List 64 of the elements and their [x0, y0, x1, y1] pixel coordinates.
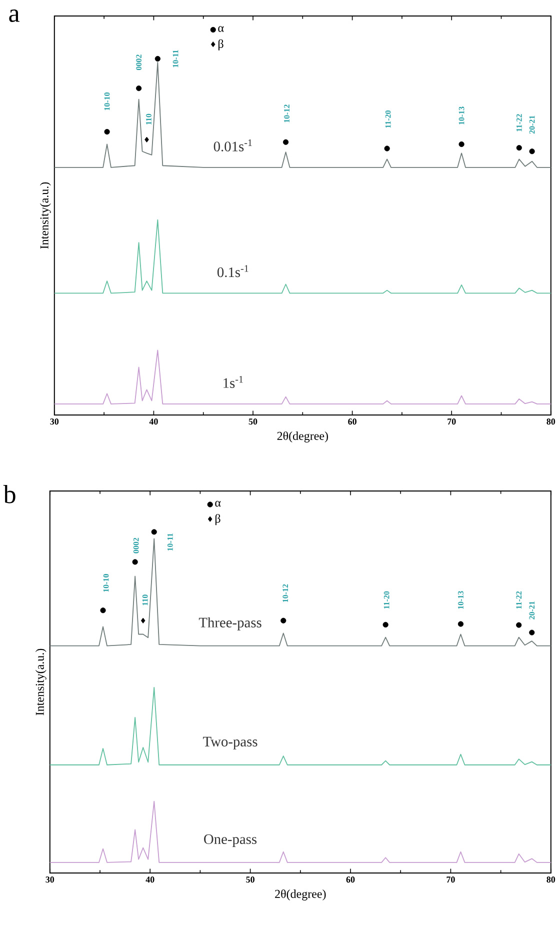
annotation: 20-21	[529, 116, 535, 134]
point	[280, 618, 286, 624]
series-label: 0.1s$^{-1}$	[218, 265, 248, 278]
chart-title: a	[9, 10, 20, 22]
x-axis-title: 2θ(degree)	[275, 889, 326, 900]
point	[132, 559, 138, 565]
x-tick-label: 50	[248, 418, 258, 425]
annotation: 10-12	[282, 584, 288, 602]
x-tick-label: 80	[546, 418, 556, 425]
x-tick-label: 80	[546, 876, 556, 883]
annotation: 11-20	[384, 591, 390, 609]
annotation: 10-12	[284, 104, 290, 122]
point	[144, 136, 150, 142]
legend-label: α	[215, 500, 221, 507]
annotation: 11-22	[516, 114, 522, 132]
point	[155, 56, 161, 62]
series-label: Two-pass	[203, 736, 258, 750]
y-axis-title: Intensity(a.u.)	[36, 648, 46, 716]
annotation: 10-10	[104, 92, 110, 110]
series-label: 1s$^{-1}$	[224, 376, 243, 388]
x-tick-label: 40	[149, 418, 158, 425]
legend-label: β	[218, 39, 224, 50]
x-axis-title: 2θ(degree)	[277, 431, 328, 442]
annotation: 110	[142, 594, 148, 606]
legend-label: β	[216, 514, 220, 526]
x-tick-label: 30	[50, 418, 59, 425]
x-tick-label: 60	[348, 418, 357, 425]
point	[384, 146, 390, 152]
x-tick-label: 70	[446, 876, 455, 883]
annotation: 10-13	[458, 591, 464, 609]
point	[529, 630, 535, 636]
point	[104, 128, 110, 135]
point	[516, 622, 522, 628]
point	[141, 618, 146, 624]
annotation: 0002	[134, 538, 139, 554]
point	[458, 621, 464, 627]
annotation: 11-22	[516, 591, 522, 609]
y-axis-title: Intensity(a.u.)	[40, 182, 51, 249]
x-tick-label: 40	[146, 876, 154, 883]
x-tick-label: 70	[448, 418, 456, 425]
point	[136, 86, 142, 92]
x-tick-label: 60	[346, 876, 355, 883]
point	[529, 148, 535, 154]
point	[458, 141, 464, 148]
series-label: One-pass	[204, 834, 257, 847]
annotation: 10-13	[458, 106, 464, 124]
annotation: 10-11	[168, 533, 173, 551]
legend-label: α	[218, 26, 224, 32]
point	[151, 529, 158, 535]
point	[516, 145, 522, 151]
chart-title: b	[3, 484, 16, 504]
annotation: 110	[146, 114, 152, 124]
x-tick-label: 30	[46, 876, 54, 883]
series-label: 0.01s$^{-1}$	[214, 139, 252, 152]
annotation: 11-20	[385, 110, 391, 128]
annotation: 20-21	[529, 601, 535, 620]
point	[382, 622, 388, 628]
annotation: 0002	[136, 54, 142, 70]
point	[283, 139, 289, 145]
point	[100, 608, 106, 614]
annotation: 10-10	[103, 574, 109, 592]
x-tick-label: 50	[246, 876, 255, 883]
series-label: Three-pass	[199, 617, 262, 630]
annotation: 10-11	[172, 50, 178, 68]
